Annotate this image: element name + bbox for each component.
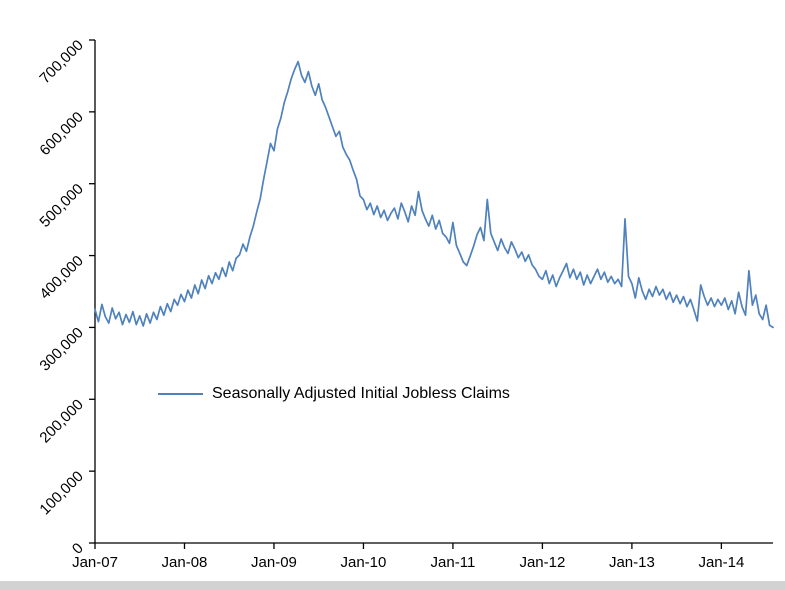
legend: Seasonally Adjusted Initial Jobless Clai… (158, 385, 510, 403)
x-tick-label: Jan-07 (72, 554, 118, 571)
y-tick-label: 100,000 (36, 468, 86, 518)
legend-label: Seasonally Adjusted Initial Jobless Clai… (212, 385, 510, 402)
y-tick-label: 300,000 (36, 324, 86, 374)
x-tick-label: Jan-12 (519, 554, 565, 571)
y-tick-label: 500,000 (36, 181, 86, 231)
y-tick-label: 700,000 (36, 37, 86, 87)
x-tick-label: Jan-11 (431, 554, 476, 571)
bottom-edge-strip (0, 581, 785, 590)
y-tick-label: 600,000 (36, 109, 86, 159)
x-tick-label: Jan-10 (341, 554, 387, 571)
x-tick-label: Jan-09 (251, 554, 297, 571)
legend-line (158, 393, 203, 395)
y-tick-label: 400,000 (36, 252, 86, 302)
x-tick-label: Jan-14 (698, 554, 744, 571)
series-line (94, 60, 774, 329)
x-tick-label: Jan-13 (609, 554, 655, 571)
y-tick-label: 200,000 (36, 396, 86, 446)
x-tick-label: Jan-08 (162, 554, 208, 571)
